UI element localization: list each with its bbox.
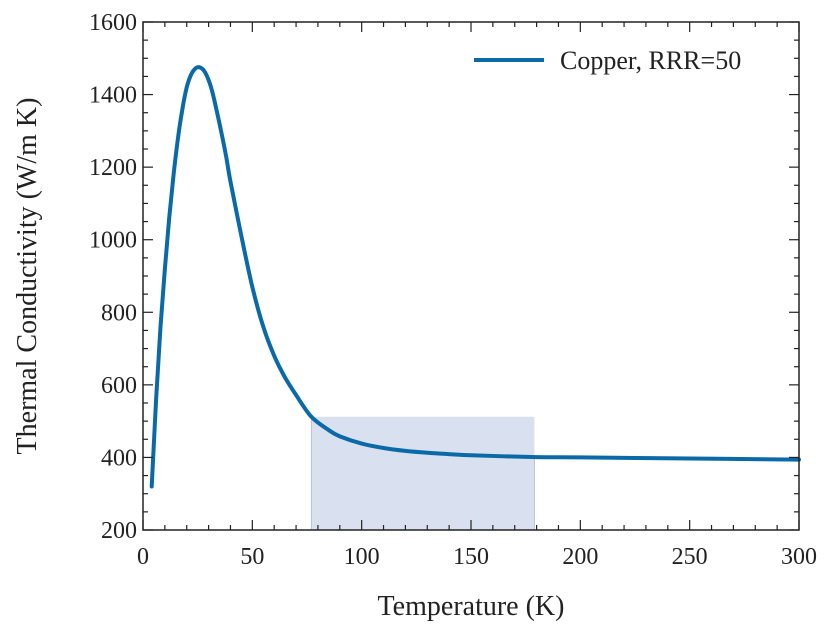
y-tick-label: 1000 [89, 228, 137, 254]
y-tick-label: 1600 [89, 10, 137, 36]
legend-label-copper: Copper, RRR=50 [560, 46, 741, 75]
y-tick-label: 1200 [89, 155, 137, 181]
x-tick-label: 250 [672, 544, 708, 570]
x-tick-label: 100 [344, 544, 380, 570]
tick-marks-layer [142, 21, 800, 531]
series-line-layer [149, 65, 801, 489]
y-axis-label: Thermal Conductivity (W/m K) [12, 98, 43, 455]
y-tick-label: 600 [101, 373, 137, 399]
y-tick-label: 400 [101, 445, 137, 471]
x-tick-label: 200 [562, 544, 598, 570]
y-tick-labels: 200 400 600 800 1000 1200 1400 1600 [89, 10, 137, 544]
shaded-region [311, 416, 535, 530]
x-tick-label: 300 [781, 544, 817, 570]
x-tick-label: 0 [137, 544, 149, 570]
legend: Copper, RRR=50 [474, 46, 741, 75]
x-tick-labels: 0 50 100 150 200 250 300 [137, 544, 817, 570]
x-axis-label: Temperature (K) [378, 591, 565, 622]
shaded-region-layer [310, 416, 535, 530]
x-tick-label: 50 [240, 544, 264, 570]
series-line-copper [149, 65, 801, 489]
y-tick-label: 1400 [89, 83, 137, 109]
x-tick-label: 150 [453, 544, 489, 570]
y-tick-label: 200 [101, 518, 137, 544]
y-tick-label: 800 [101, 300, 137, 326]
